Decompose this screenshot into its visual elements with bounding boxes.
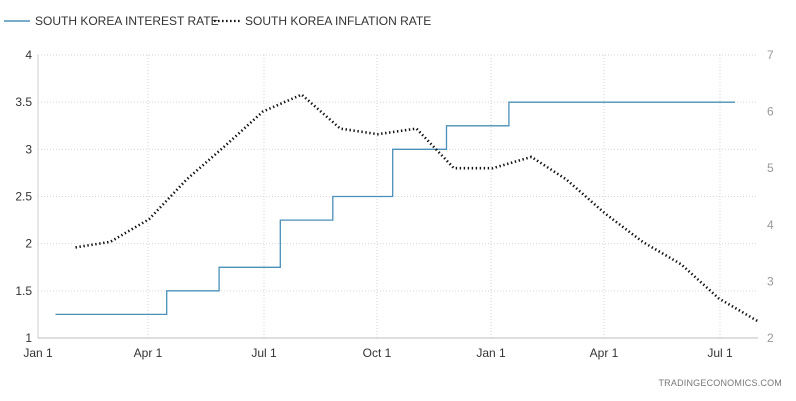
source-label: TRADINGECONOMICS.COM (658, 378, 782, 388)
x-tick-label: Jul 1 (707, 346, 733, 360)
legend: SOUTH KOREA INTEREST RATE SOUTH KOREA IN… (4, 14, 431, 28)
legend-label-inflation: SOUTH KOREA INFLATION RATE (245, 14, 431, 28)
x-tick-label: Jul 1 (251, 346, 277, 360)
y-left-tick-labels: 4 3.5 3 2.5 2 1.5 1 (15, 48, 32, 345)
y-right-tick-label: 7 (767, 48, 774, 62)
y-left-tick-label: 3 (25, 142, 32, 156)
y-right-tick-label: 5 (767, 161, 774, 175)
series-layer (55, 93, 759, 323)
y-left-tick-label: 3.5 (15, 95, 32, 109)
y-right-tick-label: 6 (767, 105, 774, 119)
y-right-tick-label: 3 (767, 274, 774, 288)
y-left-tick-label: 2 (25, 237, 32, 251)
x-tick-label: Apr 1 (134, 346, 163, 360)
x-tick-labels: Jan 1 Apr 1 Jul 1 Oct 1 Jan 1 Apr 1 Jul 1 (23, 346, 733, 360)
x-tick-label: Jan 1 (23, 346, 53, 360)
series-line-interest-rate (55, 101, 735, 316)
y-left-tick-label: 4 (25, 48, 32, 62)
y-right-tick-label: 4 (767, 218, 774, 232)
y-right-tick-label: 2 (767, 331, 774, 345)
legend-label-interest: SOUTH KOREA INTEREST RATE (35, 14, 219, 28)
y-right-tick-labels: 7 6 5 4 3 2 (767, 48, 774, 345)
x-tick-label: Jan 1 (476, 346, 506, 360)
x-tick-label: Apr 1 (590, 346, 619, 360)
x-tick-label: Oct 1 (363, 346, 392, 360)
y-left-tick-label: 1 (25, 331, 32, 345)
y-left-tick-label: 2.5 (15, 190, 32, 204)
series-line-inflation-rate (75, 93, 759, 323)
y-left-tick-label: 1.5 (15, 284, 32, 298)
grid (37, 54, 758, 339)
